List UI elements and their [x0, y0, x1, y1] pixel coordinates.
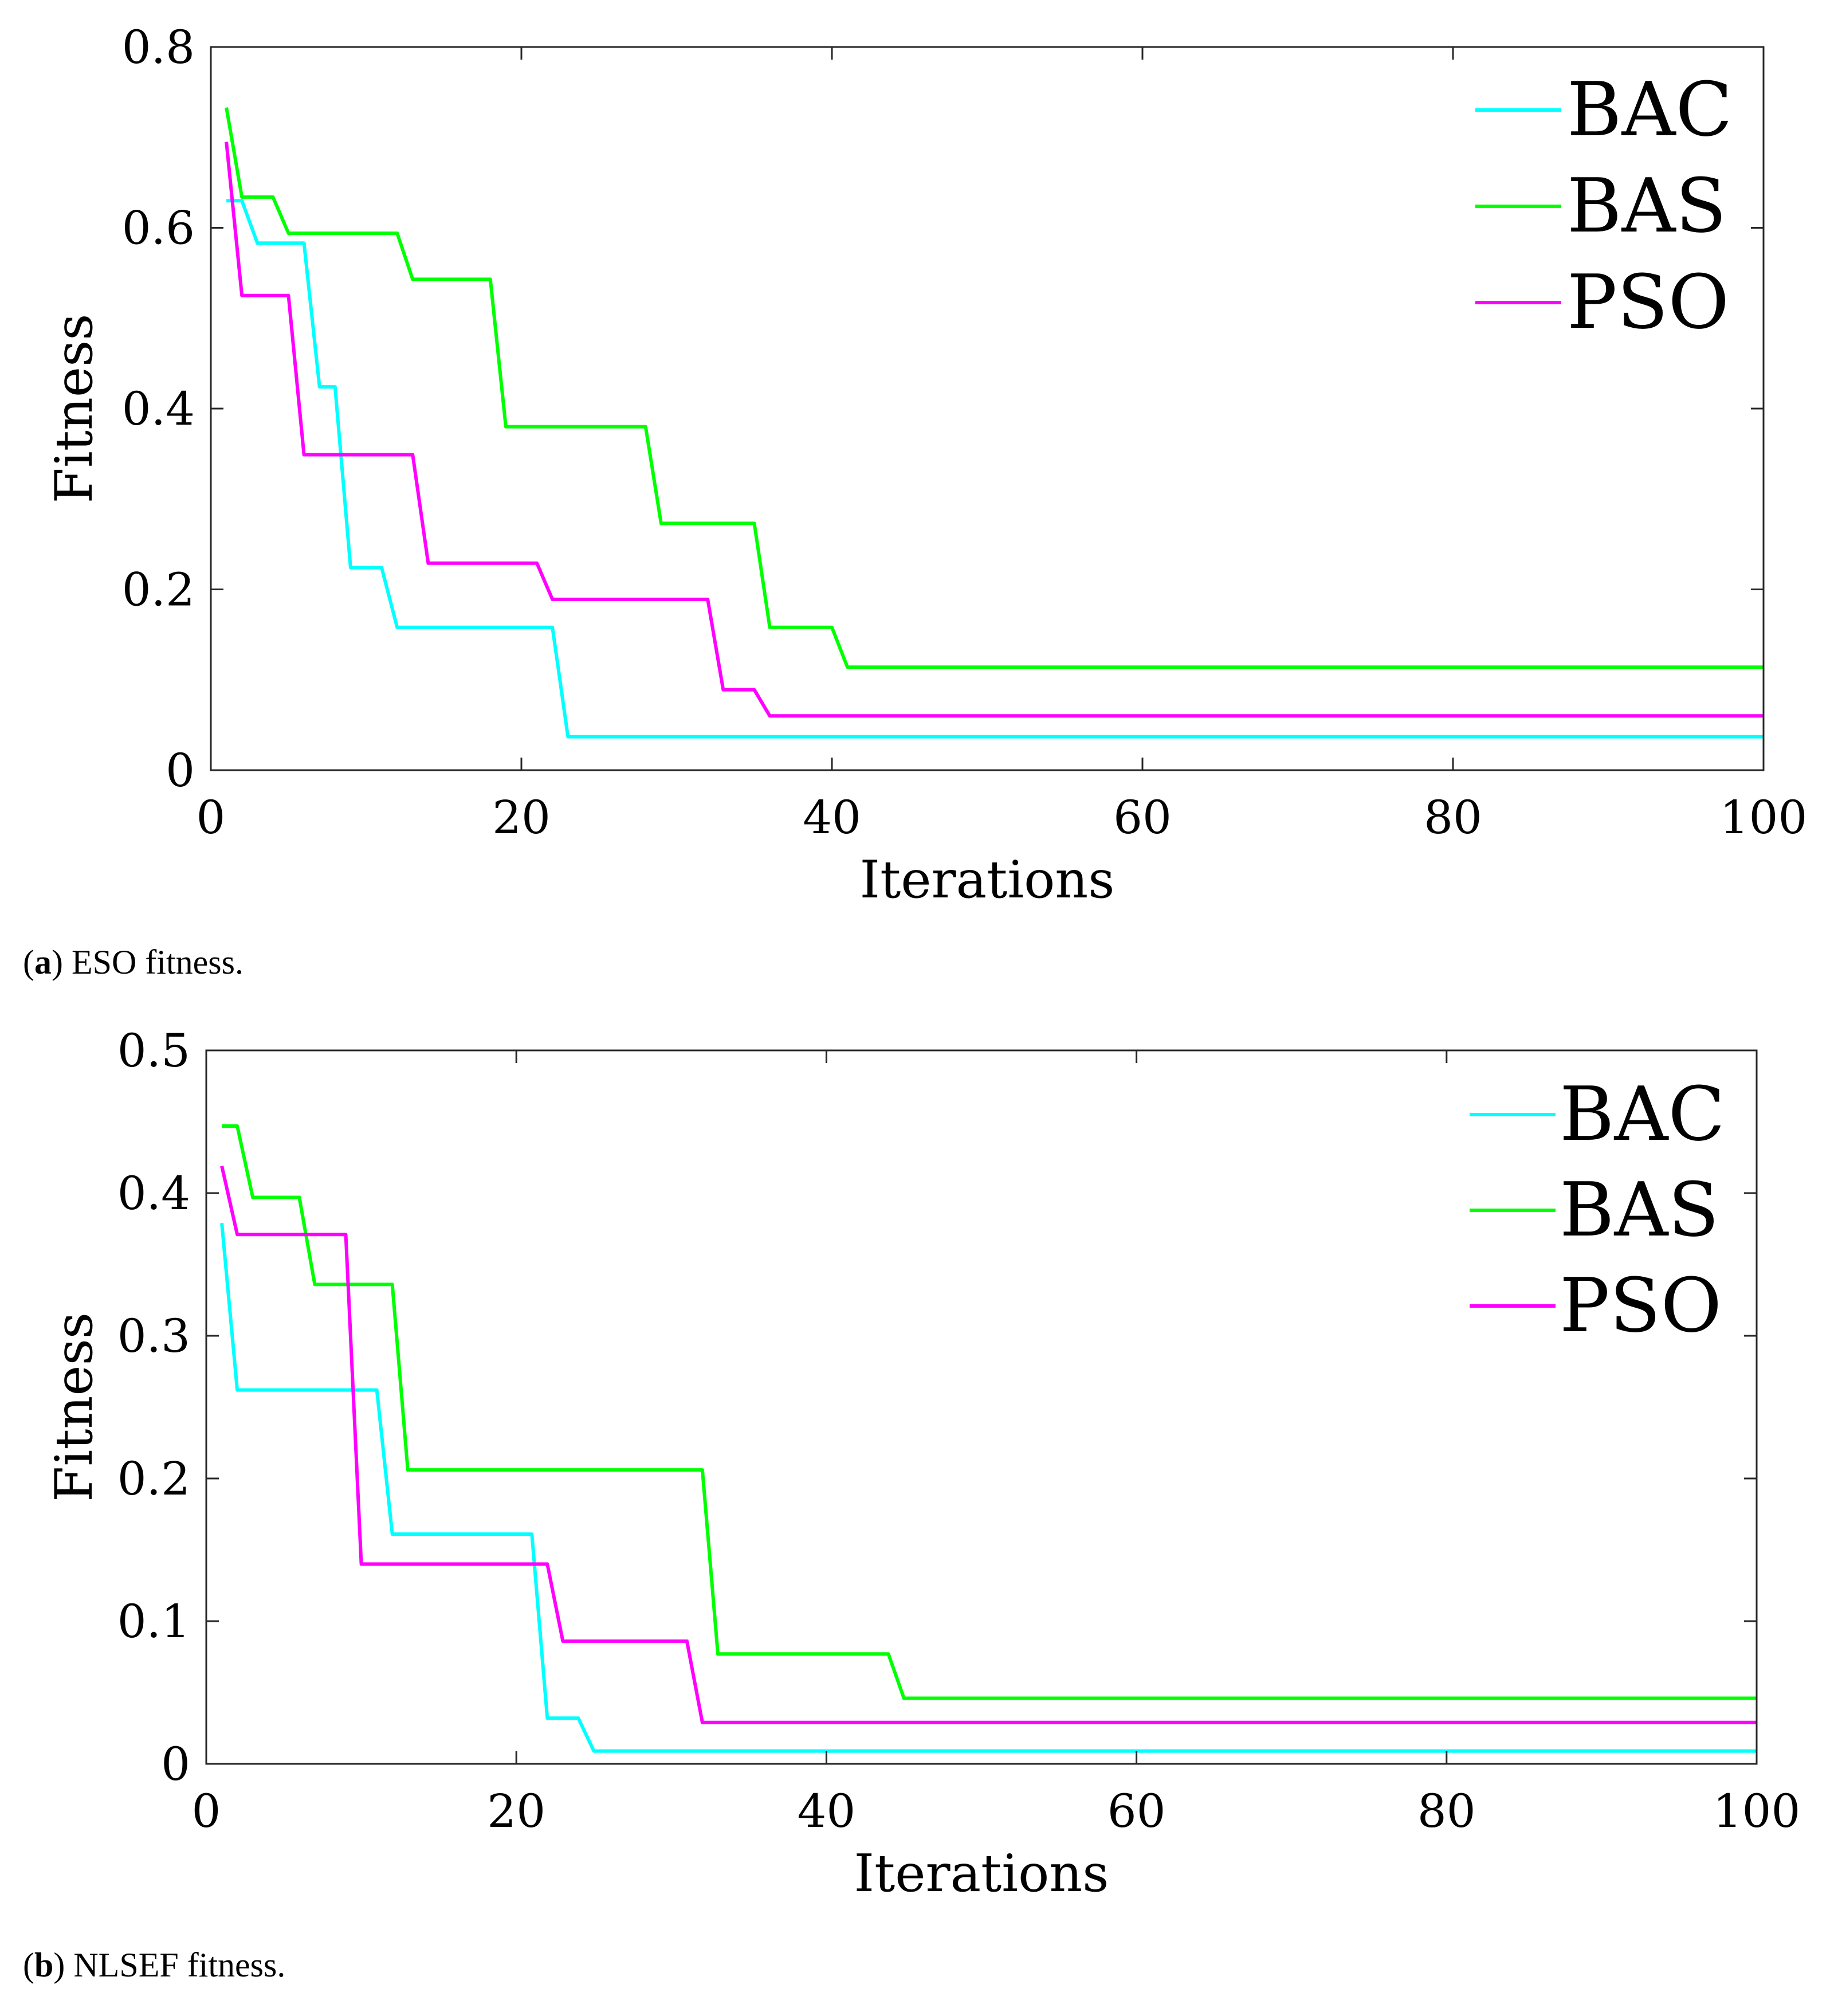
y-tick-label: 0.6 [122, 202, 195, 255]
y-tick-label: 0.5 [117, 1024, 190, 1077]
x-tick-label: 0 [197, 791, 226, 844]
plot-area-frame [205, 1049, 1758, 1765]
y-tick-label: 0.1 [117, 1595, 190, 1648]
caption-text-a: ESO fitness. [71, 943, 244, 981]
legend-label-pso: PSO [1567, 258, 1729, 346]
legend-label-pso: PSO [1560, 1262, 1722, 1349]
legend-label-bas: BAS [1567, 162, 1726, 249]
y-axis-label: Fitness [44, 314, 104, 504]
caption-letter-b: b [34, 1946, 54, 1984]
series-line-bac [226, 199, 1764, 739]
plot-area-frame [210, 46, 1765, 771]
y-tick-label: 0 [161, 1737, 190, 1791]
x-axis-label: Iterations [854, 1844, 1109, 1904]
series-line-bas [222, 1124, 1757, 1700]
caption-a: (a) ESO fitness. [23, 943, 244, 981]
x-tick-label: 80 [1424, 791, 1482, 844]
y-tick-label: 0.3 [117, 1309, 190, 1363]
x-tick-label: 80 [1417, 1784, 1476, 1838]
legend-label-bac: BAC [1567, 66, 1733, 153]
legend-label-bas: BAS [1560, 1166, 1719, 1253]
y-tick-label: 0.4 [122, 382, 195, 436]
y-tick-label: 0.8 [122, 21, 195, 74]
series-line-bac [220, 1223, 1757, 1753]
x-tick-label: 60 [1113, 791, 1172, 844]
series-line-pso [220, 1166, 1757, 1724]
x-tick-label: 20 [492, 791, 551, 844]
y-tick-label: 0.2 [117, 1452, 190, 1505]
y-tick-label: 0.4 [117, 1167, 190, 1220]
x-tick-label: 60 [1107, 1784, 1166, 1838]
chart-panel-a: 0 20 40 60 80 100 0 0.2 0.4 0.6 0.8 Iterations Fitne… [0, 0, 1838, 997]
x-tick-label: 100 [1713, 1784, 1801, 1838]
y-tick-label: 0.2 [122, 563, 195, 617]
y-tick-label: 0 [166, 744, 195, 797]
caption-letter-a: a [34, 943, 52, 981]
x-tick-label: 100 [1720, 791, 1808, 844]
caption-b: (b) NLSEF fitness. [23, 1946, 286, 1984]
x-tick-label: 40 [803, 791, 861, 844]
x-tick-label: 40 [798, 1784, 856, 1838]
chart-panel-b: 0 20 40 60 80 100 0 0.1 0.2 0.3 0.4 0.5 Iterations Fi… [0, 997, 1838, 1994]
x-axis-label: Iterations [860, 850, 1115, 910]
caption-text-b: NLSEF fitness. [73, 1946, 286, 1984]
x-tick-label: 0 [192, 1784, 221, 1838]
chart-a: 0 20 40 60 80 100 0 0.2 0.4 0.6 0.8 Iterations Fitne… [44, 21, 1808, 910]
x-tick-label: 20 [487, 1784, 545, 1838]
chart-b: 0 20 40 60 80 100 0 0.1 0.2 0.3 0.4 0.5 Iterations Fi… [44, 1024, 1801, 1904]
series-line-bas [225, 107, 1764, 669]
legend-label-bac: BAC [1560, 1070, 1725, 1158]
y-axis-label: Fitness [44, 1312, 104, 1502]
series-line-pso [225, 142, 1764, 718]
